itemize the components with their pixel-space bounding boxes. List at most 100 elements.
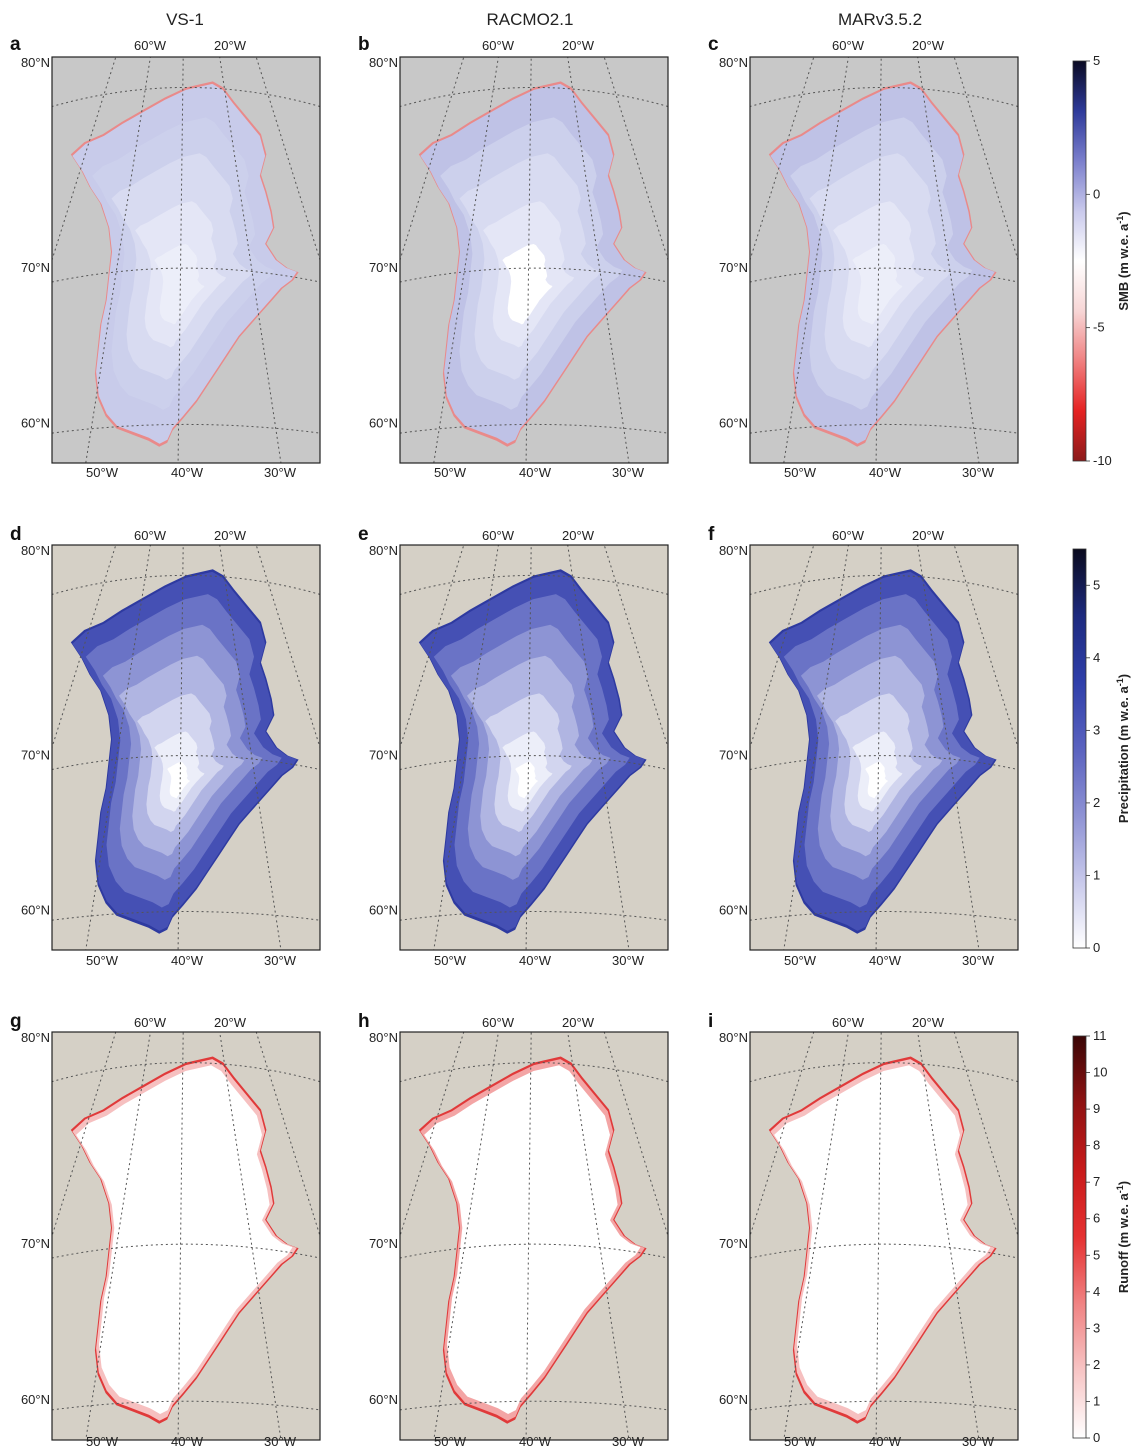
lat-label: 80°N xyxy=(21,55,50,70)
lat-label: 60°N xyxy=(719,903,748,918)
lon-label-bottom: 40°W xyxy=(869,465,902,480)
column-title: VS-1 xyxy=(166,10,204,29)
lon-label-top: 60°W xyxy=(482,1015,515,1030)
colorbar: 5 4 3 2 1 0 Precipitation (m w.e. a-1) xyxy=(1072,548,1131,955)
graticule xyxy=(750,545,1018,950)
panel-letter: h xyxy=(358,1011,370,1032)
lon-label-top: 20°W xyxy=(912,38,945,53)
lon-label-top: 60°W xyxy=(832,1015,865,1030)
map-frame xyxy=(399,1031,669,1441)
lon-label-bottom: 50°W xyxy=(434,465,467,480)
lon-label-bottom: 50°W xyxy=(434,953,467,968)
map-frame xyxy=(51,56,321,464)
lon-label-top: 60°W xyxy=(832,38,865,53)
ice-contour xyxy=(424,1065,641,1414)
lon-label-bottom: 40°W xyxy=(869,1434,902,1449)
map-panel: h80°N 70°N 60°N 60°W 20°W 50°W 40°W 30°W xyxy=(358,1011,669,1449)
map-panel: d80°N 70°N 60°N 60°W 20°W 50°W 40°W 30°W xyxy=(10,524,321,968)
colorbar-tick-label: 11 xyxy=(1093,1028,1107,1043)
lon-label-bottom: 50°W xyxy=(784,953,817,968)
panel-letter: i xyxy=(708,1011,713,1032)
lon-label-top: 20°W xyxy=(214,1015,247,1030)
lon-label-bottom: 30°W xyxy=(264,1434,297,1449)
lon-label-bottom: 50°W xyxy=(784,1434,817,1449)
lon-label-top: 20°W xyxy=(562,528,595,543)
lon-label-bottom: 40°W xyxy=(519,1434,552,1449)
lon-label-top: 60°W xyxy=(482,528,515,543)
colorbar-tick-label: -5 xyxy=(1093,320,1105,335)
lat-label: 60°N xyxy=(21,1392,50,1407)
colorbar-tick-label: 9 xyxy=(1093,1101,1100,1116)
map-frame xyxy=(749,544,1019,951)
map-panel: b80°N 70°N 60°N 60°W 20°W 50°W 40°W 30°W xyxy=(358,34,669,480)
map-frame xyxy=(399,544,669,951)
lon-label-bottom: 40°W xyxy=(519,465,552,480)
colorbar-tick-label: 5 xyxy=(1093,1247,1100,1262)
graticule xyxy=(52,57,320,463)
panel-letter: e xyxy=(358,524,369,545)
graticule xyxy=(400,1032,668,1440)
lat-label: 80°N xyxy=(369,1030,398,1045)
lon-label-bottom: 30°W xyxy=(962,953,995,968)
map-panel: c80°N 70°N 60°N 60°W 20°W 50°W 40°W 30°W xyxy=(708,34,1019,480)
lon-label-bottom: 40°W xyxy=(519,953,552,968)
ice-contour xyxy=(76,1065,293,1414)
ice-sheet xyxy=(418,1056,647,1424)
lon-label-bottom: 30°W xyxy=(264,953,297,968)
lat-label: 80°N xyxy=(719,1030,748,1045)
lat-label: 80°N xyxy=(21,1030,50,1045)
ice-sheet xyxy=(768,569,997,934)
lon-label-top: 60°W xyxy=(482,38,515,53)
panel-letter: b xyxy=(358,34,370,55)
lon-label-top: 20°W xyxy=(562,1015,595,1030)
lon-label-top: 60°W xyxy=(134,528,167,543)
lat-label: 60°N xyxy=(369,1392,398,1407)
lon-label-bottom: 30°W xyxy=(612,465,645,480)
lon-label-bottom: 30°W xyxy=(264,465,297,480)
ice-contour xyxy=(167,761,190,799)
colorbar-tick-label: 5 xyxy=(1093,577,1100,592)
ice-sheet xyxy=(70,569,299,934)
colorbar-gradient xyxy=(1072,548,1087,949)
lat-label: 60°N xyxy=(719,415,748,430)
lat-label: 80°N xyxy=(719,543,748,558)
colorbar-tick-label: 10 xyxy=(1093,1065,1107,1080)
lat-label: 60°N xyxy=(21,415,50,430)
graticule xyxy=(750,1032,1018,1440)
colorbar-gradient xyxy=(1072,1035,1087,1439)
lon-label-top: 20°W xyxy=(562,38,595,53)
colorbar-tick-label: 2 xyxy=(1093,795,1100,810)
lat-label: 60°N xyxy=(369,415,398,430)
lon-label-top: 60°W xyxy=(832,528,865,543)
lon-label-bottom: 50°W xyxy=(434,1434,467,1449)
map-panel: i 80°N 70°N 60°N 60°W 20°W 50°W 40°W 30°W xyxy=(708,1011,1019,1449)
map-frame xyxy=(749,1031,1019,1441)
panel-letter: c xyxy=(708,34,719,55)
panel-letter: d xyxy=(10,524,22,545)
colorbar-tick-label: 0 xyxy=(1093,940,1100,955)
lon-label-top: 20°W xyxy=(214,38,247,53)
lon-label-bottom: 50°W xyxy=(86,1434,119,1449)
lat-label: 80°N xyxy=(369,55,398,70)
colorbar-tick-label: 4 xyxy=(1093,1284,1100,1299)
colorbar-tick-label: 0 xyxy=(1093,1430,1100,1445)
ice-contour xyxy=(154,244,205,325)
colorbar: 5 0 -5 -10 SMB (m w.e. a-1) xyxy=(1072,53,1131,468)
lat-label: 70°N xyxy=(719,748,748,763)
colorbar-gradient xyxy=(1072,60,1087,462)
colorbar-tick-label: 6 xyxy=(1093,1211,1100,1226)
colorbar-title: Runoff (m w.e. a-1) xyxy=(1115,1181,1131,1293)
map-frame xyxy=(399,56,669,464)
colorbar-tick-label: 1 xyxy=(1093,867,1100,882)
lon-label-bottom: 40°W xyxy=(869,953,902,968)
ice-sheet xyxy=(768,1056,997,1424)
colorbar-title: SMB (m w.e. a-1) xyxy=(1115,211,1131,310)
graticule xyxy=(400,545,668,950)
lat-label: 70°N xyxy=(21,1236,50,1251)
lat-label: 70°N xyxy=(369,748,398,763)
lat-label: 70°N xyxy=(369,260,398,275)
ice-sheet xyxy=(70,1056,299,1424)
map-panel: g80°N 70°N 60°N 60°W 20°W 50°W 40°W 30°W xyxy=(10,1011,321,1449)
lat-label: 70°N xyxy=(21,260,50,275)
lon-label-top: 60°W xyxy=(134,38,167,53)
